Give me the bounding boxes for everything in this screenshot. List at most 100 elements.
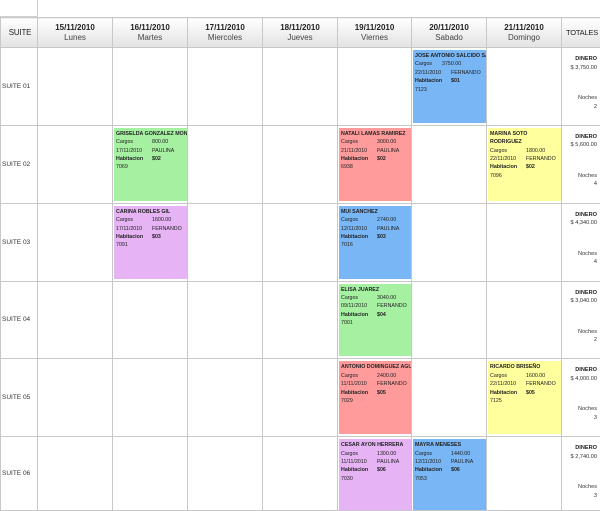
day-header-date: 21/11/2010 xyxy=(504,22,544,32)
agent-name: PAULINA xyxy=(377,225,400,232)
suite-row: SUITE 02 GRISELDA GONZALEZ MONROY Cargos… xyxy=(0,124,600,204)
day-cell: GRISELDA GONZALEZ MONROY Cargos 800.00 17… xyxy=(112,124,188,204)
empty-day-cell[interactable] xyxy=(112,436,188,511)
reservation-block[interactable]: MARINA SOTO RODRIGUEZ Cargos 1800.00 22/1… xyxy=(488,127,561,201)
agent-name: FERNANDO xyxy=(526,156,556,163)
guest-name: MARINA SOTO RODRIGUEZ xyxy=(490,130,528,146)
guest-name: MAYRA MENESES xyxy=(415,442,462,449)
day-header-tue[interactable]: 16/11/2010 Martes xyxy=(112,17,188,48)
dinero-label: DINERO xyxy=(575,211,597,218)
room-number: $05 xyxy=(377,389,386,396)
day-header-sat[interactable]: 20/11/2010 Sabado xyxy=(411,17,487,48)
day-header-sun[interactable]: 21/11/2010 Domingo xyxy=(486,17,562,48)
day-cell: NATALI LAMAS RAMIREZ Cargos 3000.00 21/11… xyxy=(337,124,412,204)
totals-cell: DINERO $ 5,600.00 Noches 4 xyxy=(561,124,600,204)
day-header-fri[interactable]: 19/11/2010 Viernes xyxy=(337,17,412,48)
dinero-label: DINERO xyxy=(575,133,597,140)
empty-day-cell[interactable] xyxy=(486,436,562,511)
empty-day-cell[interactable] xyxy=(37,358,113,438)
noches-value: 2 xyxy=(593,337,597,344)
totals-cell: DINERO $ 4,340.00 Noches 4 xyxy=(561,202,600,282)
reservation-code: 7016 xyxy=(341,242,353,249)
top-left-box xyxy=(0,0,38,17)
day-header-date: 20/11/2010 xyxy=(429,22,469,32)
reservation-date: 17/11/2010 xyxy=(116,147,143,154)
dinero-label: DINERO xyxy=(575,367,597,374)
empty-day-cell[interactable] xyxy=(37,436,113,511)
reservation-date: 22/11/2010 xyxy=(490,381,517,388)
empty-day-cell[interactable] xyxy=(112,358,188,438)
agent-name: FERNANDO xyxy=(377,303,407,310)
room-number: $02 xyxy=(152,156,161,163)
totals-cell: DINERO $ 3,040.00 Noches 2 xyxy=(561,280,600,360)
header-row: SUITE 15/11/2010 Lunes 16/11/2010 Martes 1… xyxy=(0,17,600,48)
reservation-block[interactable]: ANTONIO DOMINGUEZ AGUILAR Cargos2400.00 … xyxy=(339,361,411,435)
empty-day-cell[interactable] xyxy=(486,280,562,360)
reservation-block[interactable]: MUI SANCHEZ Cargos 2740.00 12/11/2010 PAUL… xyxy=(339,205,411,279)
day-header-wed[interactable]: 17/11/2010 Miercoles xyxy=(187,17,263,48)
cargos-value: 2400.00 xyxy=(377,372,397,379)
day-cell: CESAR AYON HERRERA Cargos 1300.00 11/11/2… xyxy=(337,436,412,511)
day-cell: ANTONIO DOMINGUEZ AGUILAR Cargos2400.00 … xyxy=(337,358,412,438)
day-header-name: Sabado xyxy=(435,32,463,42)
cargos-value: 1800.00 xyxy=(526,147,546,154)
empty-day-cell[interactable] xyxy=(187,436,263,511)
guest-name: RICARDO BRISEÑO xyxy=(490,364,541,371)
empty-day-cell[interactable] xyxy=(187,280,263,360)
cargos-label: Cargos xyxy=(116,139,134,146)
empty-day-cell[interactable] xyxy=(37,124,113,204)
guest-name: ELISA JUAREZ xyxy=(341,286,380,293)
habitacion-label: Habitacion xyxy=(490,389,518,396)
empty-day-cell[interactable] xyxy=(37,280,113,360)
habitacion-label: Habitacion xyxy=(116,156,144,163)
empty-day-cell[interactable] xyxy=(187,358,263,438)
empty-day-cell[interactable] xyxy=(37,47,113,126)
noches-value: 3 xyxy=(593,414,597,421)
reservation-block[interactable]: JOSE ANTONIO SALCIDO SALCEDO Cargos 3750.… xyxy=(413,50,486,123)
empty-day-cell[interactable] xyxy=(337,47,412,126)
reservation-code: 7053 xyxy=(415,475,427,482)
cargos-value: 1300.00 xyxy=(377,450,397,457)
empty-day-cell[interactable] xyxy=(262,436,338,511)
covered-day-cell xyxy=(411,124,487,204)
habitacion-label: Habitacion xyxy=(341,311,369,318)
reservation-block[interactable]: GRISELDA GONZALEZ MONROY Cargos 800.00 17… xyxy=(114,127,187,201)
empty-day-cell[interactable] xyxy=(262,124,338,204)
empty-day-cell[interactable] xyxy=(262,202,338,282)
agent-name: PAULINA xyxy=(152,147,175,154)
suite-label: SUITE 02 xyxy=(0,124,38,204)
habitacion-label: Habitacion xyxy=(341,467,369,474)
room-number: $04 xyxy=(377,311,386,318)
empty-day-cell[interactable] xyxy=(112,280,188,360)
habitacion-label: Habitacion xyxy=(341,233,369,240)
reservation-block[interactable]: CARINA ROBLES GIL Cargos 1600.00 17/11/20… xyxy=(114,205,187,279)
day-header-name: Miercoles xyxy=(207,32,243,42)
reservation-block[interactable]: CESAR AYON HERRERA Cargos 1300.00 11/11/2… xyxy=(339,439,411,510)
reservation-date: 12/11/2010 xyxy=(341,225,368,232)
empty-day-cell[interactable] xyxy=(187,47,263,126)
empty-day-cell[interactable] xyxy=(262,47,338,126)
day-cell: RICARDO BRISEÑO Cargos 1600.00 22/11/2010… xyxy=(486,358,562,438)
empty-day-cell[interactable] xyxy=(37,202,113,282)
agent-name: FERNANDO xyxy=(152,225,182,232)
reservation-code: 7030 xyxy=(341,475,353,482)
empty-day-cell[interactable] xyxy=(112,47,188,126)
covered-day-cell xyxy=(187,202,263,282)
empty-day-cell[interactable] xyxy=(486,202,562,282)
room-number: $01 xyxy=(451,78,460,85)
cargos-label: Cargos xyxy=(490,372,508,379)
reservation-block[interactable]: NATALI LAMAS RAMIREZ Cargos 3000.00 21/11… xyxy=(339,127,411,201)
day-header-mon[interactable]: 15/11/2010 Lunes xyxy=(37,17,113,48)
empty-day-cell[interactable] xyxy=(262,280,338,360)
reservation-code: 7096 xyxy=(490,172,502,179)
reservation-block[interactable]: ELISA JUAREZ Cargos 3040.00 09/11/2010 FER… xyxy=(339,283,411,357)
room-number: $05 xyxy=(526,389,535,396)
guest-name: MUI SANCHEZ xyxy=(341,208,378,215)
reservation-block[interactable]: RICARDO BRISEÑO Cargos 1600.00 22/11/2010… xyxy=(488,361,561,435)
totals-cell: DINERO $ 4,000.00 Noches 3 xyxy=(561,358,600,438)
day-header-thu[interactable]: 18/11/2010 Jueves xyxy=(262,17,338,48)
noches-label: Noches xyxy=(578,95,597,101)
reservation-block[interactable]: MAYRA MENESES Cargos 1440.00 12/11/2010 PA… xyxy=(413,439,486,510)
empty-day-cell[interactable] xyxy=(262,358,338,438)
reservation-code: 7123 xyxy=(415,86,427,93)
